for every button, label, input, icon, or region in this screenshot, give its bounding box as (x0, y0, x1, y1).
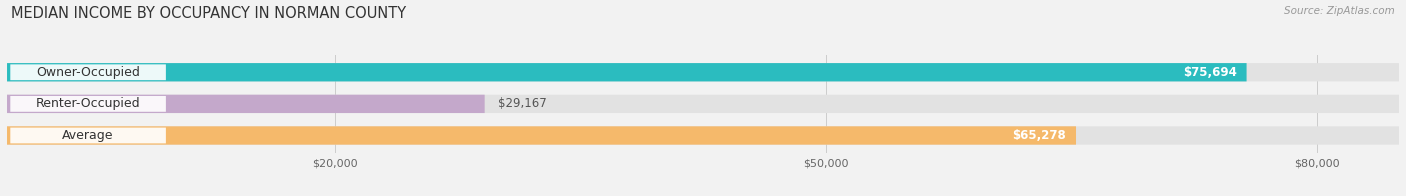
Text: $75,694: $75,694 (1182, 66, 1237, 79)
FancyBboxPatch shape (7, 63, 1399, 81)
FancyBboxPatch shape (10, 128, 166, 143)
FancyBboxPatch shape (7, 95, 485, 113)
Text: $29,167: $29,167 (498, 97, 547, 110)
Text: Average: Average (62, 129, 114, 142)
FancyBboxPatch shape (7, 95, 1399, 113)
FancyBboxPatch shape (7, 126, 1399, 145)
FancyBboxPatch shape (10, 96, 166, 112)
Text: $65,278: $65,278 (1012, 129, 1066, 142)
FancyBboxPatch shape (7, 63, 1247, 81)
Text: Source: ZipAtlas.com: Source: ZipAtlas.com (1284, 6, 1395, 16)
FancyBboxPatch shape (7, 126, 1076, 145)
Text: Renter-Occupied: Renter-Occupied (35, 97, 141, 110)
Text: MEDIAN INCOME BY OCCUPANCY IN NORMAN COUNTY: MEDIAN INCOME BY OCCUPANCY IN NORMAN COU… (11, 6, 406, 21)
Text: Owner-Occupied: Owner-Occupied (37, 66, 141, 79)
FancyBboxPatch shape (10, 64, 166, 80)
